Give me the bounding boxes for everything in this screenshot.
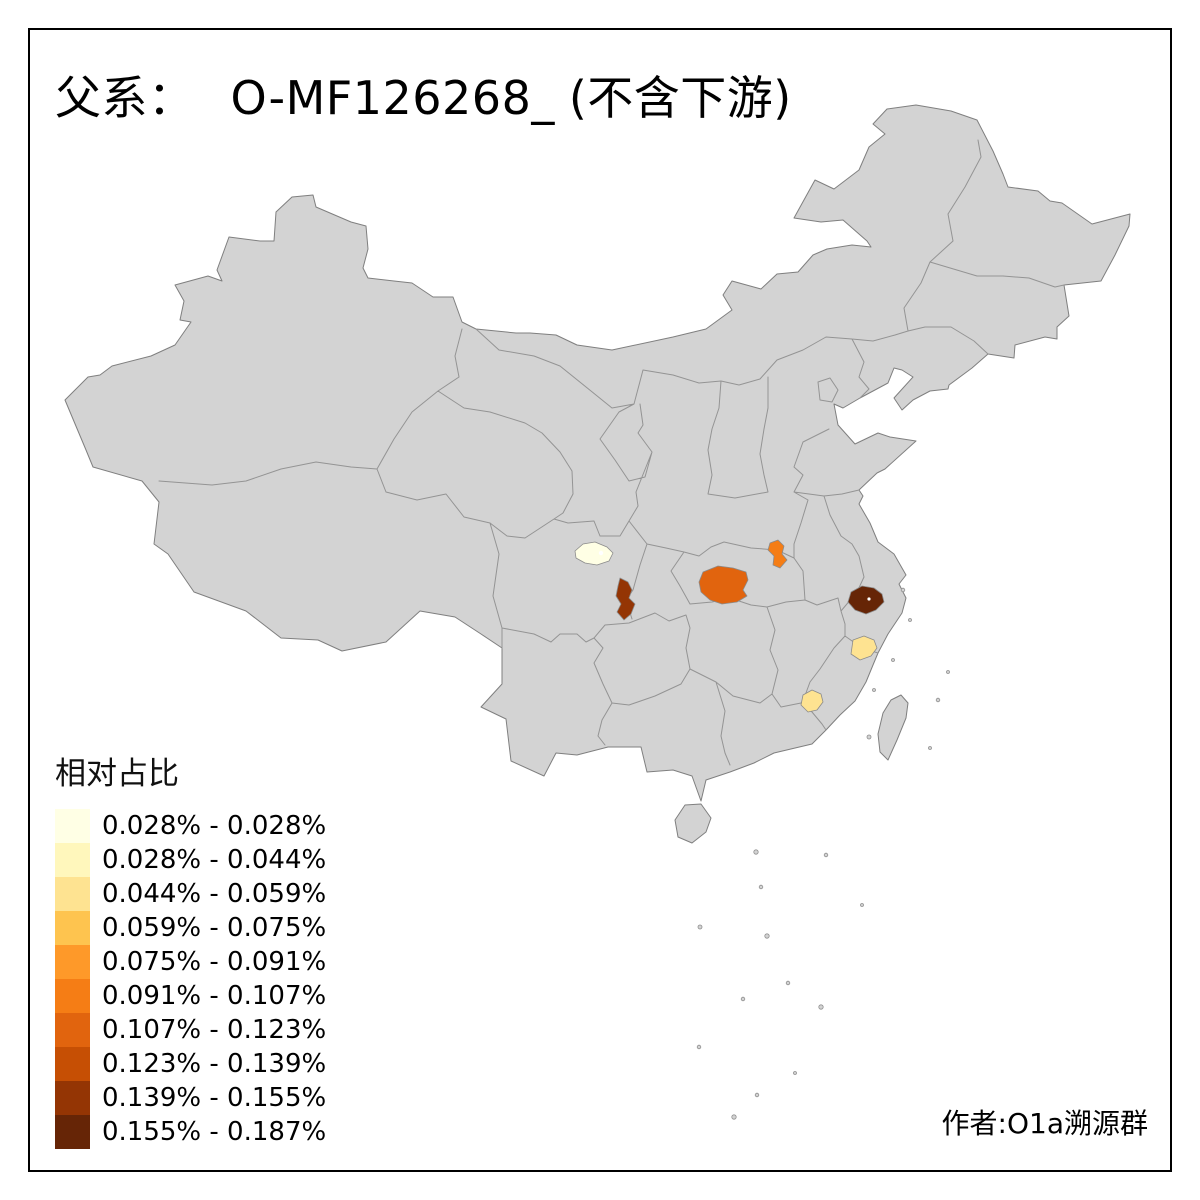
legend-swatch xyxy=(55,1013,90,1047)
region-guangdong-pearl-delta xyxy=(800,689,824,713)
legend-swatch xyxy=(55,1081,90,1115)
legend-item: 0.028% - 0.028% xyxy=(55,809,326,843)
legend-swatch xyxy=(55,877,90,911)
legend-label: 0.155% - 0.187% xyxy=(102,1117,327,1147)
legend-item: 0.059% - 0.075% xyxy=(55,911,326,945)
legend-item: 0.091% - 0.107% xyxy=(55,979,326,1013)
legend-item: 0.107% - 0.123% xyxy=(55,1013,326,1047)
city-hole-chengdu xyxy=(598,550,604,556)
legend-swatch xyxy=(55,843,90,877)
region-fujian-coast xyxy=(850,635,878,661)
highlighted-regions xyxy=(574,539,885,713)
legend-label: 0.028% - 0.044% xyxy=(102,845,327,875)
legend-item: 0.044% - 0.059% xyxy=(55,877,326,911)
legend-item: 0.123% - 0.139% xyxy=(55,1047,326,1081)
taiwan-island xyxy=(877,694,909,761)
legend-label: 0.123% - 0.139% xyxy=(102,1049,327,1079)
legend-item: 0.139% - 0.155% xyxy=(55,1081,326,1115)
legend-label: 0.075% - 0.091% xyxy=(102,947,327,977)
region-hubei-west xyxy=(698,565,749,605)
region-fujian-northwest xyxy=(847,585,885,615)
city-hole-fujian xyxy=(867,597,871,601)
legend-item: 0.028% - 0.044% xyxy=(55,843,326,877)
attribution: 作者:O1a溯源群 xyxy=(941,1107,1148,1140)
south-china-sea-islands xyxy=(696,587,950,1120)
legend-swatch xyxy=(55,1115,90,1149)
legend-label: 0.107% - 0.123% xyxy=(102,1015,327,1045)
legend-title: 相对占比 xyxy=(55,756,179,792)
legend-label: 0.059% - 0.075% xyxy=(102,913,327,943)
title-suffix: (不含下游) xyxy=(568,71,792,125)
legend-label: 0.091% - 0.107% xyxy=(102,981,327,1011)
region-sichuan-chengdu xyxy=(574,541,614,566)
china-mainland-outline xyxy=(64,104,1131,802)
region-chongqing xyxy=(615,577,636,621)
legend-label: 0.028% - 0.028% xyxy=(102,811,327,841)
region-hubei-north xyxy=(767,539,788,569)
legend-swatch xyxy=(55,945,90,979)
legend-swatch xyxy=(55,809,90,843)
title-lineage-id: O-MF126268_ xyxy=(230,71,555,125)
legend-swatch xyxy=(55,911,90,945)
title-prefix: 父系： xyxy=(55,71,195,125)
legend-label: 0.139% - 0.155% xyxy=(102,1083,327,1113)
hainan-island xyxy=(674,803,712,844)
legend: 相对占比 0.028% - 0.028% 0.028% - 0.044% 0.0… xyxy=(55,748,326,1149)
legend-item: 0.075% - 0.091% xyxy=(55,945,326,979)
figure-title: 父系： O-MF126268_ (不含下游) xyxy=(55,62,792,128)
legend-swatch xyxy=(55,979,90,1013)
legend-swatch xyxy=(55,1047,90,1081)
legend-item: 0.155% - 0.187% xyxy=(55,1115,326,1149)
legend-label: 0.044% - 0.059% xyxy=(102,879,327,909)
